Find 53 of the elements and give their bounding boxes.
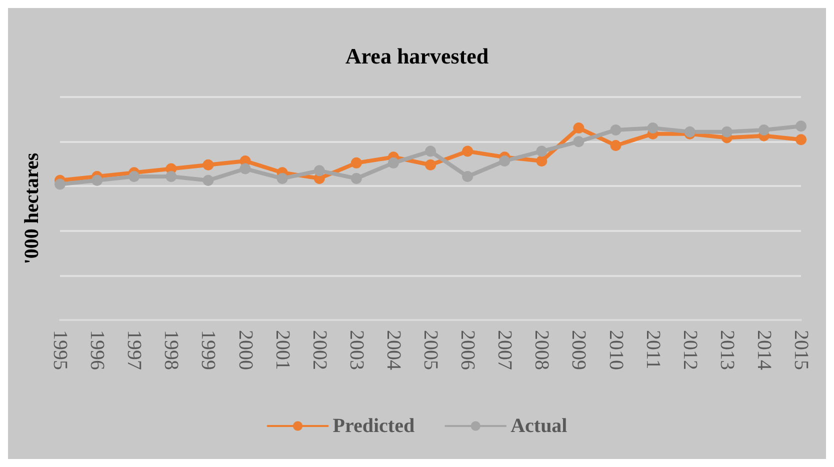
point <box>573 122 584 134</box>
x-tick-label: 1995 <box>49 330 71 370</box>
point <box>425 146 436 157</box>
point <box>796 134 806 146</box>
x-tick-label: 2014 <box>752 330 775 370</box>
point <box>758 124 770 136</box>
x-tick-label: 2005 <box>420 330 442 370</box>
x-tick-label: 1996 <box>86 330 108 370</box>
point <box>536 146 548 157</box>
point <box>462 171 474 182</box>
point <box>92 174 103 186</box>
point <box>425 159 436 170</box>
y-axis-title: '000 hectares <box>21 152 43 264</box>
legend-label: Predicted <box>332 415 415 437</box>
x-tick-label: 2012 <box>678 330 701 370</box>
x-tick-label: 1997 <box>123 330 146 370</box>
x-tick-label: 2010 <box>604 330 627 370</box>
x-tick-label: 2013 <box>716 330 738 370</box>
x-tick-label: 2009 <box>568 330 590 370</box>
point <box>202 174 214 186</box>
x-tick-label: 2001 <box>271 330 294 370</box>
point <box>314 165 325 176</box>
point <box>536 155 548 166</box>
x-tick-label: 2003 <box>345 330 368 370</box>
point <box>573 136 584 148</box>
x-tick-label: 2015 <box>790 330 812 370</box>
x-tick-label: 2008 <box>530 330 553 370</box>
point <box>647 122 658 134</box>
point <box>462 146 474 157</box>
point <box>721 126 732 138</box>
point <box>610 140 622 151</box>
x-tick-label: 2006 <box>456 330 479 370</box>
point <box>54 178 66 190</box>
legend-label: Actual <box>510 415 568 437</box>
point <box>350 157 362 168</box>
point <box>610 124 622 136</box>
point <box>128 171 140 182</box>
x-tick-label: 2004 <box>382 330 404 370</box>
point <box>350 172 362 184</box>
x-tick-label: 2002 <box>308 330 330 370</box>
chart-title: Area harvested <box>345 44 489 68</box>
point <box>796 120 806 132</box>
point <box>202 159 214 170</box>
point <box>499 155 510 166</box>
point <box>276 172 288 184</box>
point <box>388 157 399 168</box>
x-tick-label: 2011 <box>642 330 664 370</box>
x-tick-label: 1999 <box>197 330 220 370</box>
x-tick-label: 2000 <box>234 330 256 370</box>
point <box>240 163 251 174</box>
x-tick-label: 1998 <box>160 330 182 370</box>
x-tick-label: 2007 <box>494 330 516 370</box>
point <box>166 171 177 182</box>
